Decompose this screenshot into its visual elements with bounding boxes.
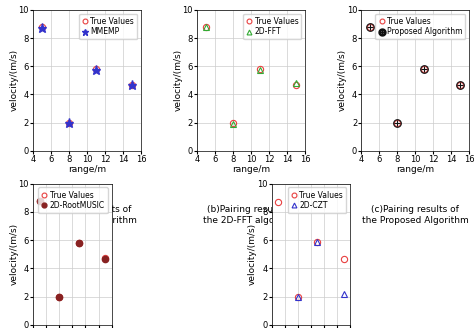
Legend: True Values, 2D-CZT: True Values, 2D-CZT xyxy=(288,188,346,213)
X-axis label: range/m: range/m xyxy=(68,165,106,174)
Y-axis label: velocity/(m/s): velocity/(m/s) xyxy=(248,223,257,285)
Title: (b)Pairing results of
the 2D-FFT algorithm: (b)Pairing results of the 2D-FFT algorit… xyxy=(203,205,299,225)
Y-axis label: velocity/(m/s): velocity/(m/s) xyxy=(173,49,182,112)
Title: (a)Pairing results of
the MMEMP algorithm: (a)Pairing results of the MMEMP algorith… xyxy=(38,205,137,225)
X-axis label: range/m: range/m xyxy=(396,165,434,174)
Y-axis label: velocity/(m/s): velocity/(m/s) xyxy=(9,223,18,285)
X-axis label: range/m: range/m xyxy=(232,165,270,174)
Y-axis label: velocity/(m/s): velocity/(m/s) xyxy=(9,49,18,112)
Legend: True Values, MMEMP: True Values, MMEMP xyxy=(79,14,137,39)
Title: (c)Pairing results of
the Proposed Algorithm: (c)Pairing results of the Proposed Algor… xyxy=(362,205,469,225)
Legend: True Values, Proposed Algorithm: True Values, Proposed Algorithm xyxy=(375,14,465,39)
Legend: True Values, 2D-FFT: True Values, 2D-FFT xyxy=(243,14,301,39)
Y-axis label: velocity/(m/s): velocity/(m/s) xyxy=(337,49,346,112)
Legend: True Values, 2D-RootMUSIC: True Values, 2D-RootMUSIC xyxy=(38,188,108,213)
